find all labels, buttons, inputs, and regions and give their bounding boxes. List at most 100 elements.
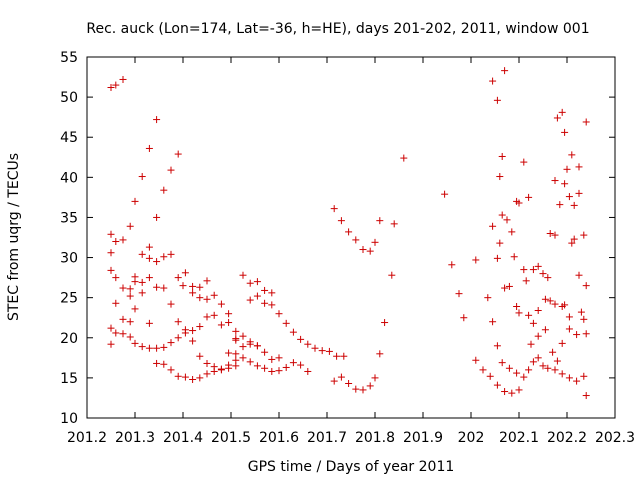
data-point — [232, 327, 240, 335]
data-point — [345, 228, 353, 236]
x-tick-label: 201.3 — [115, 430, 155, 446]
data-point — [107, 83, 115, 91]
y-tick-label: 45 — [60, 130, 78, 146]
data-point — [126, 333, 134, 341]
y-axis-title: STEC from uqrg / TECUs — [6, 153, 22, 321]
data-point — [167, 300, 175, 308]
data-point — [181, 326, 189, 334]
data-point — [345, 380, 353, 388]
data-point — [246, 358, 254, 366]
data-point — [501, 67, 509, 75]
data-point — [261, 286, 269, 294]
data-point — [534, 262, 542, 270]
data-point — [455, 290, 463, 298]
data-point — [525, 366, 533, 374]
data-point — [217, 321, 225, 329]
data-point — [333, 352, 341, 360]
data-point — [529, 319, 537, 327]
data-point — [282, 319, 290, 327]
data-point — [203, 359, 211, 367]
data-point — [112, 329, 120, 337]
data-point — [561, 128, 569, 136]
data-point — [501, 388, 509, 396]
data-point — [561, 301, 569, 309]
x-tick-label: 201.4 — [163, 430, 203, 446]
data-point — [203, 313, 211, 321]
data-points — [107, 67, 590, 400]
data-point — [541, 295, 549, 303]
data-point — [282, 363, 290, 371]
data-point — [520, 158, 528, 166]
data-point — [520, 266, 528, 274]
data-point — [196, 352, 204, 360]
data-point — [189, 327, 197, 335]
data-point — [366, 247, 374, 255]
data-point — [570, 201, 578, 209]
data-point — [549, 348, 557, 356]
data-point — [304, 367, 312, 375]
data-point — [119, 330, 127, 338]
data-point — [112, 81, 120, 89]
data-point — [496, 239, 504, 247]
data-point — [508, 228, 516, 236]
data-point — [493, 254, 501, 262]
data-point — [246, 279, 254, 287]
data-point — [496, 173, 504, 181]
data-point — [153, 344, 161, 352]
data-point — [525, 193, 533, 201]
data-point — [268, 367, 276, 375]
data-point — [246, 296, 254, 304]
data-point — [131, 339, 139, 347]
data-point — [179, 282, 187, 290]
data-point — [582, 282, 590, 290]
data-point — [145, 319, 153, 327]
data-point — [232, 350, 240, 358]
data-point — [268, 289, 276, 297]
data-point — [498, 211, 506, 219]
data-point — [167, 339, 175, 347]
data-point — [196, 283, 204, 291]
data-point — [210, 311, 218, 319]
data-point — [145, 144, 153, 152]
data-point — [107, 324, 115, 332]
data-point — [174, 334, 182, 342]
data-point — [527, 340, 535, 348]
data-point — [525, 311, 533, 319]
data-point — [558, 108, 566, 116]
data-point — [390, 220, 398, 228]
data-point — [498, 359, 506, 367]
data-point — [174, 274, 182, 282]
data-point — [513, 302, 521, 310]
data-point — [522, 277, 530, 285]
data-point — [225, 310, 233, 318]
data-point — [570, 235, 578, 243]
data-point — [138, 250, 146, 258]
data-point — [553, 357, 561, 365]
data-point — [210, 291, 218, 299]
data-point — [131, 305, 139, 313]
data-point — [556, 201, 564, 209]
data-point — [565, 313, 573, 321]
data-point — [107, 340, 115, 348]
data-point — [505, 364, 513, 372]
data-point — [253, 342, 261, 350]
data-point — [510, 253, 518, 261]
data-point — [337, 373, 345, 381]
data-point — [232, 336, 240, 344]
data-point — [558, 370, 566, 378]
y-tick-label: 35 — [60, 210, 78, 226]
data-point — [573, 377, 581, 385]
x-tick-label: 202.3 — [595, 430, 635, 446]
data-point — [575, 163, 583, 171]
data-point — [381, 319, 389, 327]
data-point — [107, 230, 115, 238]
data-point — [232, 356, 240, 364]
data-point — [561, 180, 569, 188]
data-point — [138, 343, 146, 351]
data-point — [580, 372, 588, 380]
chart-title: Rec. auck (Lon=174, Lat=-36, h=HE), days… — [86, 21, 589, 37]
data-point — [138, 278, 146, 286]
data-point — [225, 349, 233, 357]
data-point — [289, 328, 297, 336]
